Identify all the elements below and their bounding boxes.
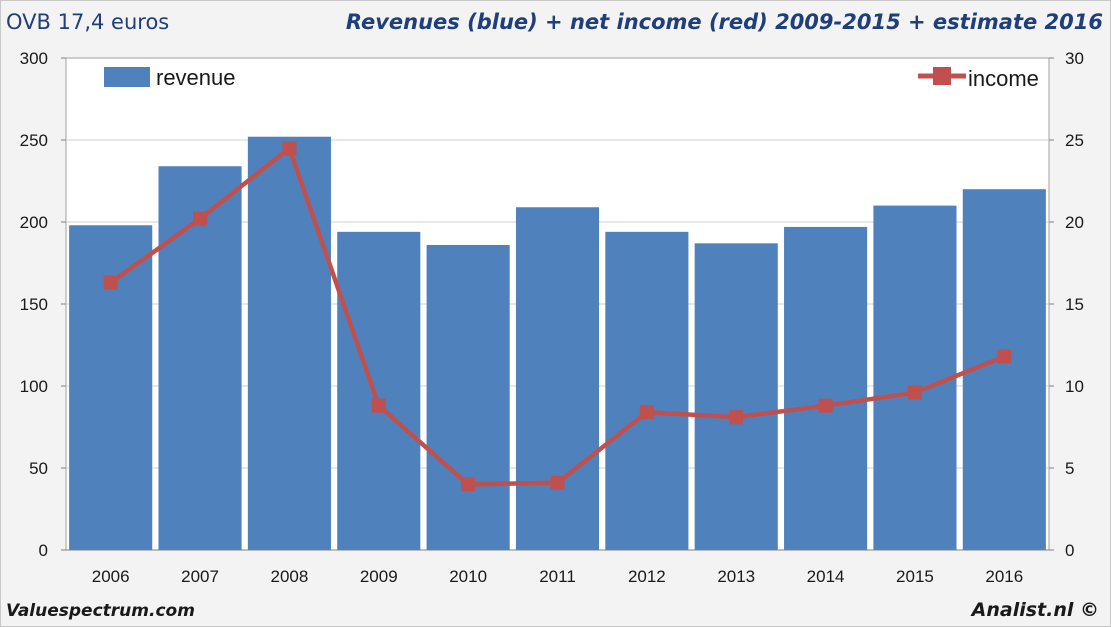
left-tick-label: 250 (20, 131, 48, 150)
x-tick-label: 2013 (717, 567, 755, 586)
income-point (550, 475, 565, 490)
legend-income-label: income (968, 66, 1039, 91)
left-tick-label: 300 (20, 49, 48, 68)
revenue-bar (694, 243, 778, 550)
chart-header-left: OVB 17,4 euros (6, 10, 170, 34)
income-point (818, 398, 833, 413)
right-tick-label: 0 (1065, 541, 1074, 560)
legend-revenue-swatch (104, 67, 150, 87)
x-tick-label: 2010 (449, 567, 487, 586)
income-point (461, 477, 476, 492)
income-point (282, 141, 297, 156)
revenue-bar (784, 226, 868, 551)
left-tick-label: 0 (39, 541, 48, 560)
legend-income-marker (933, 67, 951, 85)
left-tick-label: 50 (29, 459, 48, 478)
footer-source-left: Valuespectrum.com (6, 601, 195, 621)
income-point (729, 410, 744, 425)
x-tick-label: 2015 (896, 567, 934, 586)
income-line (103, 141, 1012, 492)
revenue-bar (426, 244, 510, 550)
right-tick-label: 15 (1065, 295, 1084, 314)
income-point (371, 398, 386, 413)
right-tick-label: 5 (1065, 459, 1074, 478)
right-tick-label: 20 (1065, 213, 1084, 232)
income-point (103, 275, 118, 290)
x-tick-label: 2006 (92, 567, 130, 586)
revenue-bar (337, 231, 421, 550)
income-point (907, 385, 922, 400)
left-axis-ticks: 0 50 100 150 200 250 300 (20, 49, 66, 560)
x-tick-label: 2009 (360, 567, 398, 586)
revenue-bar (69, 225, 153, 550)
left-tick-label: 100 (20, 377, 48, 396)
right-tick-label: 25 (1065, 131, 1084, 150)
income-point (639, 405, 654, 420)
footer-source-right: Analist.nl © (971, 599, 1099, 621)
revenue-bar (158, 166, 242, 551)
x-tick-label: 2014 (807, 567, 845, 586)
chart-header-right: Revenues (blue) + net income (red) 2009-… (345, 10, 1103, 34)
revenue-bars (69, 136, 1046, 551)
left-tick-label: 150 (20, 295, 48, 314)
x-tick-label: 2012 (628, 567, 666, 586)
right-tick-label: 30 (1065, 49, 1084, 68)
revenue-bar (247, 136, 331, 550)
x-tick-label: 2016 (985, 567, 1023, 586)
x-tick-label: 2008 (270, 567, 308, 586)
x-axis-ticks: 2006 2007 2008 2009 2010 2011 2012 2013 2014 2015… (66, 549, 1049, 586)
revenue-bar (515, 207, 600, 551)
x-tick-label: 2011 (539, 567, 576, 586)
revenue-bar (873, 205, 957, 550)
right-tick-label: 10 (1065, 377, 1084, 396)
income-point (997, 349, 1012, 364)
income-point (193, 211, 208, 226)
right-axis-ticks: 0 5 10 15 20 25 30 (1049, 49, 1084, 560)
legend-revenue-label: revenue (156, 65, 236, 90)
legend: revenue income (104, 65, 1039, 91)
x-tick-label: 2007 (181, 567, 219, 586)
revenue-bar (605, 231, 689, 550)
left-tick-label: 200 (20, 213, 48, 232)
